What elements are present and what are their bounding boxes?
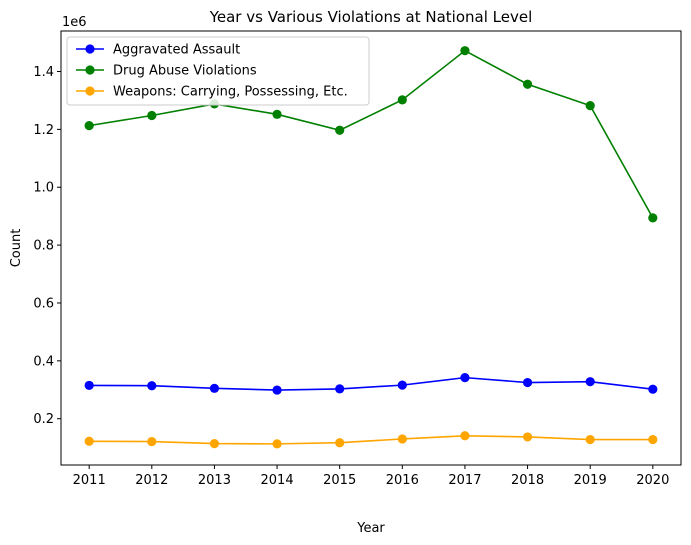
data-point <box>397 95 407 105</box>
x-tick-label: 2019 <box>574 473 607 488</box>
data-point <box>585 377 595 387</box>
data-point <box>397 380 407 390</box>
x-tick-label: 2014 <box>261 473 294 488</box>
data-point <box>522 79 533 89</box>
y-tick-label: 0.8 <box>33 239 54 254</box>
y-tick-label: 1.2 <box>33 123 54 138</box>
y-axis-label: Count <box>9 229 24 268</box>
series-3 <box>84 431 658 449</box>
series-line <box>89 49 654 219</box>
y-axis: 0.2 0.4 0.6 0.8 1.0 1.2 1.4 <box>33 65 61 427</box>
data-point <box>147 381 157 391</box>
legend-item: Aggravated Assault <box>76 43 240 58</box>
legend-marker <box>85 65 95 75</box>
data-point <box>522 377 533 388</box>
legend-item: Weapons: Carrying, Possessing, Etc. <box>76 85 348 100</box>
x-tick-label: 2017 <box>448 473 481 488</box>
data-point <box>585 101 595 111</box>
data-point <box>460 373 470 383</box>
series-line <box>89 376 653 391</box>
data-point <box>84 121 94 131</box>
plot-frame <box>60 30 682 466</box>
data-point <box>460 46 470 56</box>
x-tick-label: 2012 <box>135 473 168 488</box>
data-point <box>335 125 345 135</box>
series-1 <box>84 373 658 395</box>
data-point <box>648 213 658 223</box>
data-point <box>397 434 407 444</box>
x-axis-label: Year <box>356 521 385 536</box>
data-point <box>272 109 282 119</box>
data-point <box>522 432 533 442</box>
data-point <box>648 384 658 394</box>
legend-label: Aggravated Assault <box>113 43 240 58</box>
x-tick-label: 2015 <box>323 473 356 488</box>
legend-marker <box>85 86 95 96</box>
y-multiplier-label: 1e6 <box>62 15 87 30</box>
y-tick-label: 1.0 <box>33 181 54 196</box>
data-point <box>209 383 220 393</box>
x-axis: 2011 2012 2013 2014 2015 2016 2017 2018 2019 2020 <box>73 465 669 488</box>
legend-label: Drug Abuse Violations <box>113 64 257 79</box>
data-point <box>147 436 157 447</box>
y-tick-label: 1.4 <box>33 65 54 80</box>
legend-frame <box>66 36 370 106</box>
y-tick-label: 0.2 <box>33 412 54 427</box>
data-point <box>585 434 595 445</box>
data-point <box>335 384 345 394</box>
data-point <box>272 385 282 395</box>
data-point <box>209 438 220 449</box>
data-point <box>460 431 470 441</box>
x-tick-label: 2016 <box>386 473 419 488</box>
data-point <box>335 438 345 448</box>
series-2 <box>84 46 658 223</box>
data-point <box>84 380 94 391</box>
x-tick-label: 2020 <box>636 473 669 488</box>
data-point <box>272 439 282 449</box>
data-point <box>648 434 658 445</box>
x-tick-label: 2018 <box>511 473 544 488</box>
x-tick-label: 2013 <box>198 473 231 488</box>
y-tick-label: 0.4 <box>33 354 54 369</box>
legend-item: Drug Abuse Violations <box>76 64 257 79</box>
y-tick-label: 0.6 <box>33 296 54 311</box>
legend-label: Weapons: Carrying, Possessing, Etc. <box>113 85 348 100</box>
data-point <box>147 110 157 121</box>
series-line <box>89 434 653 445</box>
chart-title: Year vs Various Violations at National L… <box>209 8 533 26</box>
data-point <box>84 436 94 446</box>
legend-marker <box>85 44 95 54</box>
legend: Aggravated Assault Drug Abuse Violations W… <box>66 36 370 106</box>
x-tick-label: 2011 <box>73 473 106 488</box>
series-layer <box>84 46 658 449</box>
